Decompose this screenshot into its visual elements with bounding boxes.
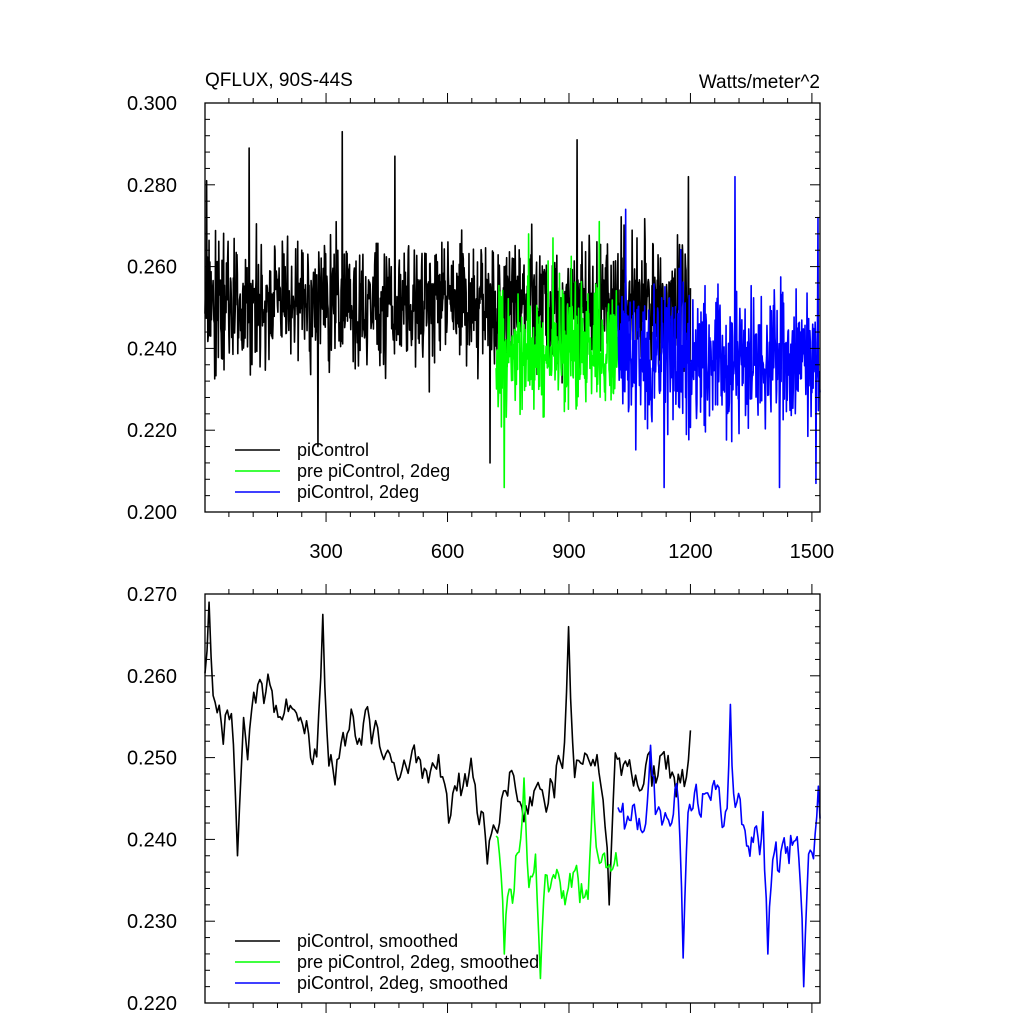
y-tick-label: 0.280 — [127, 175, 177, 197]
top-chart-axes: 0.200 0.220 0.240 0.260 0.280 0.300 300 600 900 1… — [127, 93, 834, 563]
y-tick-label: 0.240 — [127, 338, 177, 360]
series-line-pre-picontrol-2deg-smoothed — [495, 777, 619, 980]
y-tick-label: 0.260 — [127, 666, 177, 688]
chart-title-right-units: Watts/meter^2 — [699, 72, 820, 93]
y-tick-label: 0.260 — [127, 257, 177, 279]
series-line-pre-picontrol-2deg — [495, 220, 619, 489]
x-tick-label: 900 — [552, 541, 585, 563]
x-tick-label: 600 — [431, 541, 464, 563]
top-chart-panel: QFLUX, 90S-44S Watts/meter^2 0.2000.2200… — [127, 70, 834, 563]
plot-frame — [204, 593, 821, 1004]
legend-label: pre piControl, 2deg, smoothed — [297, 952, 539, 972]
y-tick-label: 0.270 — [127, 584, 177, 606]
top-chart-series — [204, 130, 821, 489]
y-tick-label: 0.240 — [127, 829, 177, 851]
plot-frame — [204, 102, 821, 513]
series-line-picontrol-smoothed — [204, 601, 692, 906]
bottom-chart-axes: 0.220 0.230 0.240 0.250 0.260 0.270 — [127, 584, 821, 1015]
y-tick-label: 0.200 — [127, 502, 177, 524]
bottom-chart-series — [204, 601, 821, 988]
series-line-picontrol — [204, 130, 692, 464]
chart-title-left: QFLUX, 90S-44S — [205, 70, 353, 91]
y-tick-label: 0.220 — [127, 993, 177, 1015]
y-tick-label: 0.250 — [127, 748, 177, 770]
legend-label: piControl, 2deg — [297, 482, 419, 502]
series-line-picontrol-2deg — [617, 175, 821, 489]
legend-label: pre piControl, 2deg — [297, 461, 450, 481]
y-tick-label: 0.230 — [127, 911, 177, 933]
y-tick-label: 0.220 — [127, 420, 177, 442]
bottom-chart-panel: 0.220 0.230 0.240 0.250 0.260 0.270 piControl… — [127, 584, 821, 1015]
x-tick-label: 300 — [309, 541, 342, 563]
x-tick-label: 1200 — [668, 541, 713, 563]
legend-label: piControl, smoothed — [297, 931, 458, 951]
legend-label: piControl, 2deg, smoothed — [297, 973, 508, 993]
series-line-picontrol-2deg-smoothed — [617, 703, 821, 988]
x-tick-label: 1500 — [790, 541, 835, 563]
legend-label: piControl — [297, 440, 369, 460]
y-tick-label: 0.300 — [127, 93, 177, 115]
